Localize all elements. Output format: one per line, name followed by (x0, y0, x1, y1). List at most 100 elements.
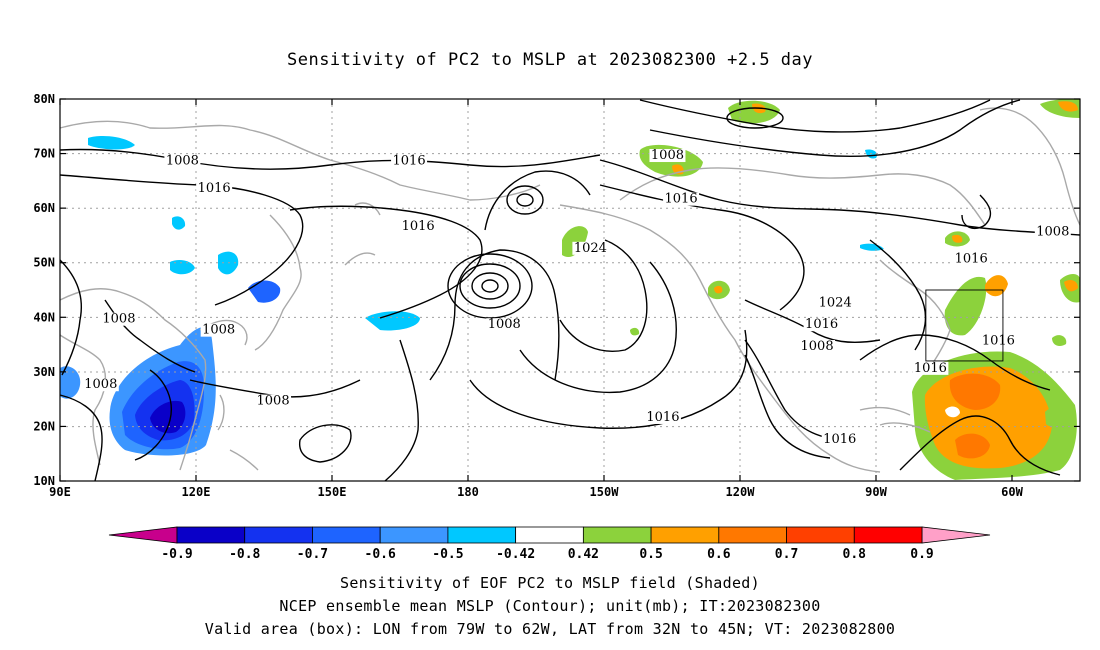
isobar (559, 239, 648, 352)
lon-tick-label: 150E (318, 485, 347, 499)
contour-label: 1016 (914, 361, 947, 376)
contour-label-bg (196, 181, 233, 195)
negative-shading (150, 400, 186, 434)
contour-label-bg (486, 318, 523, 332)
contour-label-bg (953, 252, 990, 266)
isobar (384, 339, 419, 482)
isobar (519, 261, 677, 394)
contour-label: 1008 (257, 394, 290, 409)
isobar (599, 159, 1081, 236)
colorbar-label: -0.7 (297, 547, 328, 562)
negative-shading (88, 136, 135, 150)
colorbar-swatch (718, 526, 787, 544)
positive-shading (714, 285, 723, 294)
coastline-layer (59, 107, 1081, 473)
contour-label: 1008 (166, 153, 199, 168)
coastline (859, 406, 931, 433)
contour-label-layer: 1008 1016 1008 1016 1016 1016 1024 1024 1016 1008… (82, 148, 1071, 447)
coastline (879, 259, 951, 376)
isobar (59, 174, 304, 306)
isobar (744, 339, 851, 441)
contour-label-bg (803, 318, 840, 332)
map-frame (59, 98, 1081, 482)
colorbar-label: 0.42 (568, 547, 599, 562)
positive-shading (630, 327, 640, 336)
contour-label-bg (817, 296, 854, 310)
positive-shading (562, 226, 588, 258)
colorbar-swatch (176, 526, 246, 544)
contour-label-bg (980, 334, 1017, 348)
coastline (59, 120, 541, 201)
coastline (59, 288, 207, 471)
contour-label: 1008 (84, 377, 117, 392)
colorbar-swatch (244, 526, 313, 544)
colorbar-swatch (447, 526, 517, 544)
lat-tick-label: 50N (33, 256, 55, 270)
isobar (649, 99, 1021, 157)
contour-label-bg (663, 192, 700, 206)
contour-label: 1024 (574, 241, 607, 256)
isobar (899, 415, 1061, 476)
isobar (481, 279, 499, 293)
contour-label: 1008 (202, 323, 235, 338)
contour-label-bg (391, 154, 428, 168)
contour-label-bg (1034, 225, 1071, 239)
lat-tick-label: 10N (33, 474, 55, 488)
isobar (298, 424, 352, 463)
colorbar-swatch (312, 526, 381, 544)
colorbar-label: 0.9 (910, 547, 933, 562)
contour-label-bg (821, 432, 858, 446)
negative-shading (60, 366, 81, 399)
isobar (59, 148, 601, 170)
colorbar-label: -0.6 (365, 547, 396, 562)
page-title: Sensitivity of PC2 to MSLP at 2023082300… (286, 50, 813, 70)
positive-shading (1045, 407, 1072, 428)
negative-shading (170, 260, 195, 275)
colorbar-high-triangle (921, 526, 991, 544)
contour-label: 1016 (823, 432, 856, 447)
coastline (217, 394, 259, 471)
isobar (859, 334, 1051, 391)
contour-label: 1016 (402, 219, 435, 234)
negative-shading (365, 311, 420, 331)
contour-label-bg (400, 219, 437, 233)
colorbar-label: -0.9 (161, 547, 192, 562)
contour-label: 1008 (801, 339, 834, 354)
lon-tick-label: 150W (590, 485, 620, 499)
positive-shading (1058, 101, 1078, 112)
contour-label: 1016 (955, 252, 988, 267)
isobar (469, 329, 748, 429)
lon-tick-label: 120E (182, 485, 211, 499)
caption-valid-area: Valid area (box): LON from 79W to 62W, L… (204, 620, 896, 638)
contour-label-bg (799, 340, 836, 354)
positive-shading (949, 373, 1001, 410)
isobar (599, 184, 805, 311)
isobar (961, 194, 992, 230)
contour-label-bg (572, 241, 609, 255)
isobar (869, 239, 927, 351)
positive-shading (945, 406, 960, 418)
isobar (134, 369, 172, 461)
contour-label-bg (164, 154, 201, 168)
contour-label-bg (200, 323, 237, 337)
contour-label: 1008 (488, 317, 521, 332)
isobar (516, 193, 534, 207)
longitude-axis: 90E 120E 150E 180 150W 120W 90W 60W (49, 99, 1024, 499)
coastline (254, 214, 302, 351)
colorbar-swatch (786, 526, 855, 544)
lat-tick-label: 20N (33, 419, 55, 433)
colorbar-label: -0.42 (496, 547, 535, 562)
contour-label: 1024 (819, 295, 852, 310)
isobar (484, 170, 591, 231)
colorbar-swatch (650, 526, 720, 544)
colorbar-label: -0.5 (432, 547, 463, 562)
contour-label: 1016 (393, 153, 426, 168)
contour-label-bg (82, 378, 119, 392)
isobar (459, 263, 521, 309)
contour-label: 1016 (982, 334, 1015, 349)
lon-tick-label: 90W (865, 485, 887, 499)
colorbar-swatch (379, 526, 449, 544)
colorbar-swatch (853, 526, 923, 544)
isobar (59, 394, 103, 482)
positive-shading (985, 275, 1008, 297)
